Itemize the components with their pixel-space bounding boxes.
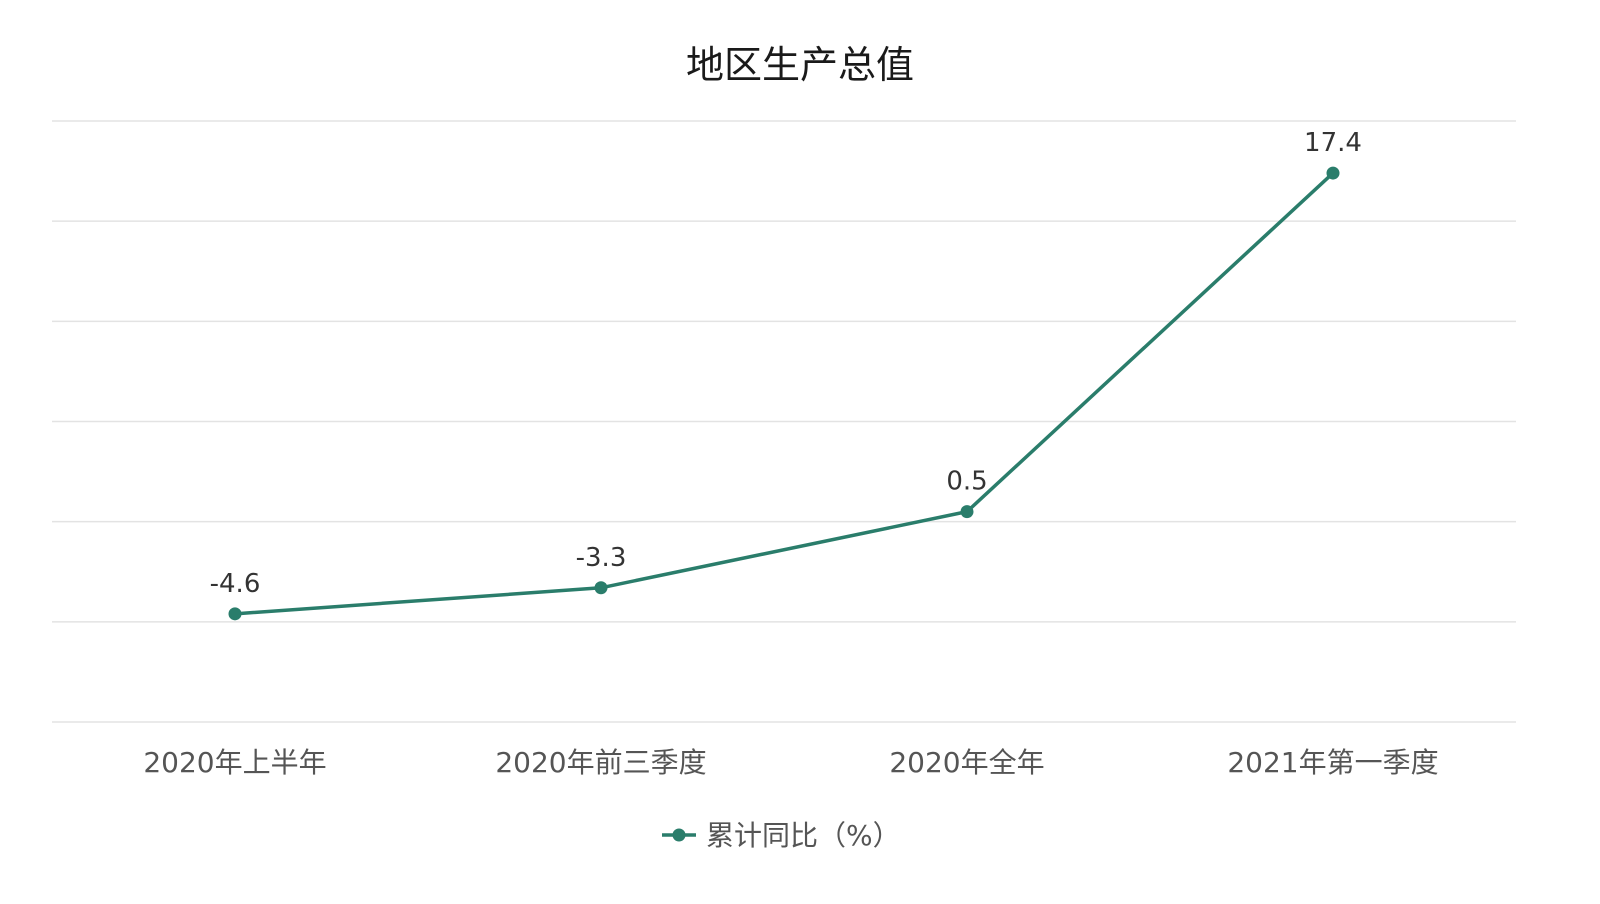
data-label: 0.5 [946,467,987,497]
data-labels: -4.6 -3.3 0.5 17.4 [210,128,1362,599]
data-point [594,581,608,595]
data-point [228,607,242,621]
x-tick-label: 2020年全年 [889,746,1044,779]
data-point [960,505,974,519]
series-lines [233,171,1335,616]
x-axis-tick-labels: 2020年上半年 2020年前三季度 2020年全年 2021年第一季度 [143,746,1438,779]
x-tick-label: 2021年第一季度 [1227,746,1438,779]
grid-lines [52,120,1516,723]
data-point [1326,166,1340,180]
x-tick-label: 2020年上半年 [143,746,326,779]
legend-label: 累计同比（%） [706,819,901,852]
legend[interactable]: 累计同比（%） [662,819,901,852]
x-tick-label: 2020年前三季度 [495,746,706,779]
chart-title: 地区生产总值 [686,43,914,87]
data-label: -3.3 [576,543,627,573]
legend-marker-icon [672,828,686,842]
series-line [233,171,1335,616]
data-label: 17.4 [1304,128,1362,158]
data-label: -4.6 [210,569,261,599]
data-points [228,166,1340,621]
